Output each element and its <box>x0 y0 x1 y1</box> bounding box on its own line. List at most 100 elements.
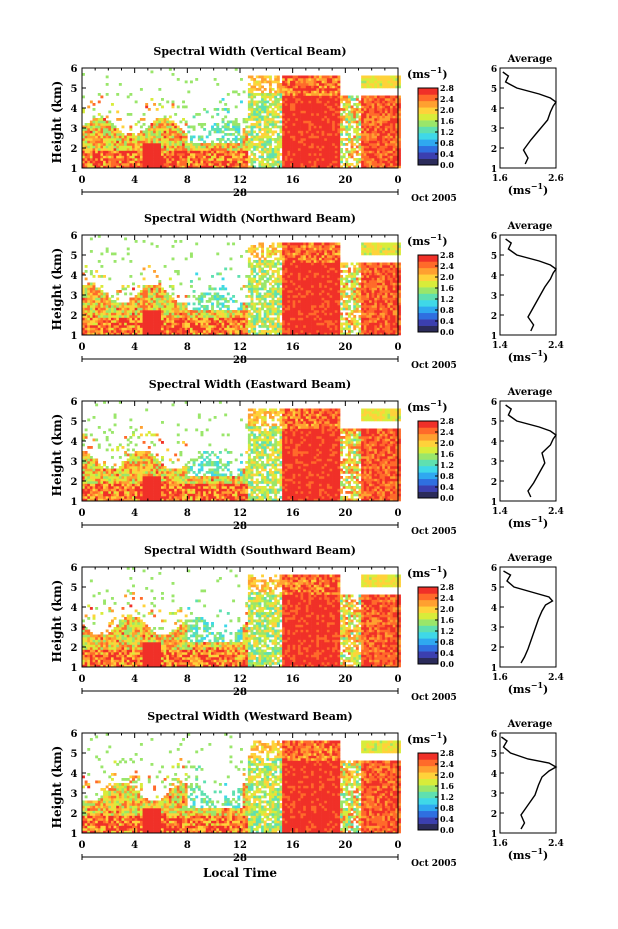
heatmap-cell <box>282 300 286 303</box>
heatmap-cell <box>224 330 228 333</box>
heatmap-cell <box>261 78 264 81</box>
heatmap-cell <box>295 143 299 146</box>
heatmap-cell <box>105 307 109 311</box>
heatmap-cell <box>371 113 375 116</box>
heatmap-cell <box>100 165 104 169</box>
heatmap-cell <box>216 330 220 333</box>
heatmap-cell <box>84 302 88 306</box>
heatmap-cell <box>258 145 262 149</box>
heatmap-cell <box>200 322 204 326</box>
heatmap-cell <box>287 115 291 119</box>
heatmap-cell <box>139 272 143 276</box>
heatmap-cell <box>161 128 164 131</box>
heatmap-cell <box>155 320 159 323</box>
heatmap-cell <box>287 150 291 154</box>
heatmap-cell <box>345 100 349 104</box>
heatmap-cell <box>203 307 207 311</box>
y-tick-label: 4 <box>71 104 78 115</box>
heatmap-cell <box>326 125 330 129</box>
heatmap-cell <box>342 108 346 111</box>
heatmap-cell <box>153 322 157 326</box>
heatmap-cell <box>137 300 141 303</box>
heatmap-cell <box>282 322 286 326</box>
heatmap-cell <box>174 325 178 328</box>
heatmap-cell <box>358 145 362 149</box>
heatmap-cell <box>116 320 120 323</box>
heatmap-cell <box>184 307 188 311</box>
heatmap-cell <box>205 148 209 151</box>
heatmap-cell <box>203 153 207 156</box>
heatmap-cell <box>147 133 151 136</box>
heatmap-cell <box>145 158 149 161</box>
heatmap-cell <box>292 165 296 169</box>
heatmap-cell <box>113 315 117 318</box>
heatmap-cell <box>384 133 388 136</box>
heatmap-cell <box>279 257 283 261</box>
heatmap-cell <box>255 280 259 283</box>
heatmap-cell <box>261 93 264 96</box>
heatmap-cell <box>329 108 333 111</box>
heatmap-cell <box>290 150 293 154</box>
heatmap-cell <box>158 163 162 166</box>
heatmap-cell <box>82 300 85 303</box>
heatmap-cell <box>292 322 296 326</box>
heatmap-cell <box>182 145 185 149</box>
heatmap-cell <box>303 105 307 109</box>
heatmap-cell <box>284 113 288 116</box>
heatmap-cell <box>290 247 293 251</box>
heatmap-cell <box>139 297 143 301</box>
heatmap-cell <box>137 133 141 136</box>
heatmap-cell <box>108 330 112 333</box>
heatmap-cell <box>176 155 180 159</box>
heatmap-cell <box>163 153 167 156</box>
heatmap-cell <box>282 95 286 99</box>
heatmap-cell <box>279 83 283 86</box>
heatmap-cell <box>158 143 162 146</box>
heatmap-cell <box>139 153 143 156</box>
heatmap-cell <box>295 272 299 276</box>
heatmap-cell <box>255 118 259 121</box>
heatmap-cell <box>271 312 275 316</box>
heatmap-cell <box>308 120 312 124</box>
heatmap-cell <box>316 108 320 111</box>
heatmap-cell <box>290 85 293 89</box>
heatmap-cell <box>284 110 288 114</box>
heatmap-cell <box>184 257 188 261</box>
heatmap-cell <box>208 310 212 313</box>
heatmap-cell <box>129 128 133 131</box>
heatmap-cell <box>319 120 322 124</box>
heatmap-cell <box>345 113 349 116</box>
heatmap-cell <box>374 138 378 141</box>
unit-exponent: −1 <box>430 65 442 75</box>
heatmap-cell <box>153 160 157 164</box>
heatmap-cell <box>287 285 291 288</box>
heatmap-cell <box>353 120 357 124</box>
heatmap-cell <box>184 315 188 318</box>
heatmap-cell <box>300 148 304 151</box>
heatmap-cell <box>116 163 120 166</box>
heatmap-cell <box>234 143 238 146</box>
heatmap-cell <box>316 80 320 84</box>
heatmap-cell <box>150 310 154 313</box>
heatmap-cell <box>250 267 254 271</box>
heatmap-cell <box>134 155 138 159</box>
heatmap-cell <box>282 135 286 139</box>
heatmap-cell <box>376 103 380 106</box>
heatmap-cell <box>224 140 228 144</box>
heatmap-cell <box>242 165 246 169</box>
heatmap-cell <box>305 128 309 131</box>
heatmap-cell <box>316 98 320 101</box>
heatmap-cell <box>108 158 112 161</box>
heatmap-cell <box>82 158 85 161</box>
heatmap-cell <box>197 322 201 326</box>
heatmap-cell <box>197 153 201 156</box>
heatmap-cell <box>382 118 386 121</box>
heatmap-cell <box>279 128 283 131</box>
heatmap-cell <box>379 153 383 156</box>
heatmap-cell <box>250 113 254 116</box>
heatmap-cell <box>232 120 236 124</box>
heatmap-cell <box>84 295 88 298</box>
heatmap-cell <box>247 257 251 261</box>
heatmap-cell <box>337 108 341 111</box>
heatmap-cell <box>253 123 257 126</box>
